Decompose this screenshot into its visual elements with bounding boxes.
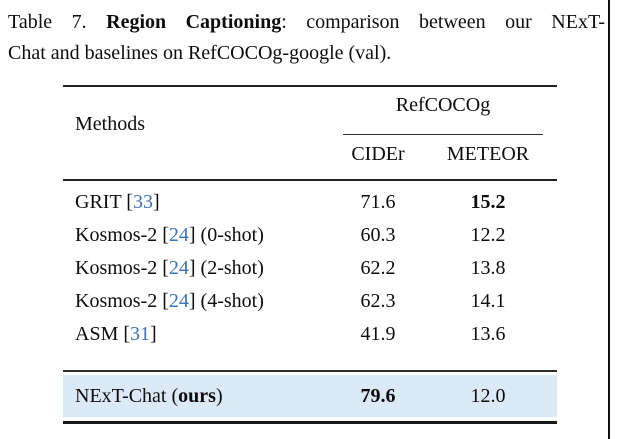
method-name: Kosmos-2 [ <box>75 290 169 312</box>
method-suffix: ] (4-shot) <box>188 290 264 312</box>
caption-line-2: Chat and baselines on RefCOCOg-google (v… <box>8 42 392 64</box>
table-row: GRIT [33] 71.6 15.2 <box>63 186 557 219</box>
method-suffix: ] <box>152 191 160 213</box>
method-name: GRIT [ <box>75 191 133 213</box>
header-separator-rule <box>63 179 557 181</box>
method-cell: NExT-Chat (ours) <box>75 375 223 417</box>
caption-text: : comparison between our NExT- <box>281 11 606 33</box>
meteor-value: 12.0 <box>470 385 506 407</box>
citation-link[interactable]: 24 <box>168 224 189 246</box>
body-separator-rule <box>63 370 557 372</box>
column-header-methods: Methods <box>75 113 145 135</box>
meteor-value: 13.8 <box>470 257 506 279</box>
method-suffix: ) <box>215 385 223 407</box>
table-row-highlighted: NExT-Chat (ours) 79.6 12.0 <box>63 375 557 417</box>
caption-title-bold: Region Captioning <box>106 11 282 33</box>
method-name: Kosmos-2 [ <box>75 224 169 246</box>
column-group-header-refcocog: RefCOCOg <box>395 94 491 116</box>
citation-link[interactable]: 33 <box>132 191 153 213</box>
caption-line-1: Table 7. Region Captioning: comparison b… <box>8 7 605 38</box>
table-top-rule <box>63 85 557 87</box>
table-row: Kosmos-2 [24] (0-shot) 60.3 12.2 <box>63 219 557 252</box>
cider-value: 62.2 <box>360 257 396 279</box>
table-row: Kosmos-2 [24] (2-shot) 62.2 13.8 <box>63 252 557 285</box>
citation-link[interactable]: 24 <box>168 290 189 312</box>
table-row: Kosmos-2 [24] (4-shot) 62.3 14.1 <box>63 285 557 318</box>
method-cell: GRIT [33] <box>75 186 160 219</box>
caption-table-number: Table 7. <box>8 11 87 33</box>
citation-link[interactable]: 24 <box>168 257 189 279</box>
page-column-border <box>608 0 610 439</box>
table-row: ASM [31] 41.9 13.6 <box>63 318 557 351</box>
meteor-value: 15.2 <box>470 191 506 213</box>
method-cell: Kosmos-2 [24] (4-shot) <box>75 285 264 318</box>
method-cell: Kosmos-2 [24] (2-shot) <box>75 252 264 285</box>
method-suffix: ] <box>150 323 157 345</box>
method-name: Kosmos-2 [ <box>75 257 169 279</box>
table-bottom-rule <box>63 421 557 424</box>
method-cell: Kosmos-2 [24] (0-shot) <box>75 219 264 252</box>
column-header-meteor: METEOR <box>446 143 530 165</box>
cider-value: 60.3 <box>360 224 396 246</box>
method-bold-part: ours <box>178 385 216 407</box>
meteor-value: 13.6 <box>470 323 506 345</box>
cider-value: 71.6 <box>360 191 396 213</box>
group-header-underline <box>343 134 543 135</box>
method-name: ASM [ <box>75 323 131 345</box>
method-suffix: ] (2-shot) <box>188 257 264 279</box>
meteor-value: 12.2 <box>470 224 506 246</box>
cider-value: 79.6 <box>360 385 396 407</box>
cider-value: 41.9 <box>360 323 396 345</box>
column-header-cider: CIDEr <box>351 143 405 165</box>
method-suffix: ] (0-shot) <box>188 224 264 246</box>
cider-value: 62.3 <box>360 290 396 312</box>
citation-link[interactable]: 31 <box>130 323 151 345</box>
method-cell: ASM [31] <box>75 318 157 351</box>
table-caption: Table 7. Region Captioning: comparison b… <box>8 7 605 69</box>
method-name: NExT-Chat ( <box>75 385 179 407</box>
meteor-value: 14.1 <box>470 290 506 312</box>
results-table: Methods RefCOCOg CIDEr METEOR GRIT [33] … <box>63 85 557 425</box>
